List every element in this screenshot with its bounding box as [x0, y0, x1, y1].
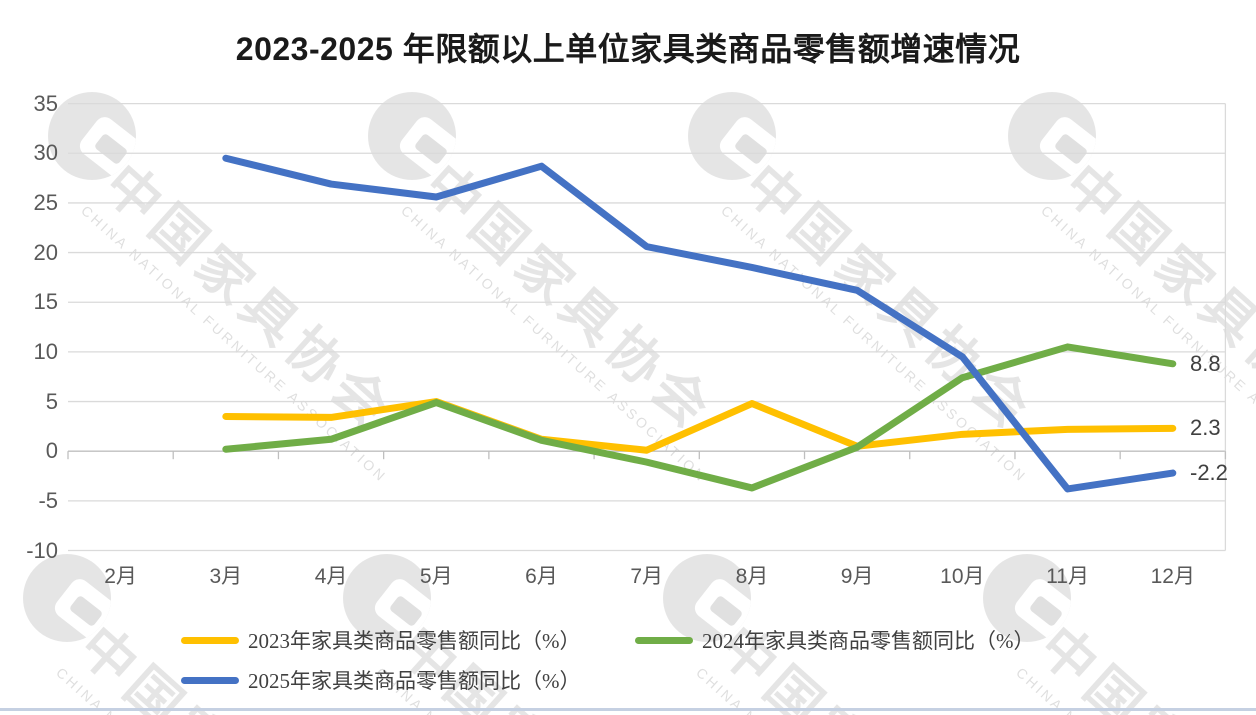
- y-axis-label: 15: [33, 289, 58, 315]
- x-axis-label: 4月: [314, 565, 348, 588]
- x-axis-label: 7月: [630, 565, 664, 588]
- y-axis-label: 30: [33, 140, 58, 166]
- data-label-2025-dec: -2.2: [1190, 460, 1228, 486]
- data-label-2024-dec: 8.8: [1190, 350, 1221, 376]
- legend-swatch-2023: [181, 636, 239, 644]
- legend-item-2025[interactable]: 2025年家具类商品零售额同比（%）: [181, 660, 635, 700]
- chart-legend: 2023年家具类商品零售额同比（%） 2024年家具类商品零售额同比（%） 20…: [181, 620, 1111, 700]
- bottom-border-strip: [0, 708, 1256, 711]
- y-axis-label: -10: [26, 537, 58, 563]
- x-axis-label: 5月: [419, 565, 453, 588]
- x-axis-label: 6月: [525, 565, 558, 588]
- y-axis-label: 0: [45, 438, 58, 464]
- legend-item-2023[interactable]: 2023年家具类商品零售额同比（%）: [181, 620, 635, 660]
- legend-label-2023: 2023年家具类商品零售额同比（%）: [248, 629, 581, 653]
- series-line-2024: [222, 343, 1177, 492]
- x-axis-label: 9月: [840, 565, 874, 588]
- series-line-2023: [222, 398, 1177, 454]
- legend-label-2025: 2025年家具类商品零售额同比（%）: [248, 669, 581, 693]
- y-axis-label: 25: [33, 189, 58, 215]
- legend-swatch-2025: [181, 676, 239, 684]
- x-axis-label: 11月: [1046, 565, 1089, 588]
- x-axis-label: 10月: [940, 565, 985, 588]
- y-axis-label: 35: [33, 90, 58, 116]
- y-axis-label: -5: [38, 487, 58, 513]
- series-line-2025: [222, 154, 1177, 493]
- legend-item-2024[interactable]: 2024年家具类商品零售额同比（%）: [635, 620, 1089, 660]
- chart-title: 2023-2025 年限额以上单位家具类商品零售额增速情况: [235, 31, 1021, 67]
- legend-swatch-2024: [635, 636, 693, 644]
- legend-label-2024: 2024年家具类商品零售额同比（%）: [702, 629, 1035, 653]
- x-axis-label: 12月: [1150, 565, 1195, 588]
- data-label-2023-dec: 2.3: [1190, 415, 1221, 441]
- y-axis-label: 10: [33, 338, 58, 364]
- y-axis-label: 5: [45, 388, 58, 414]
- y-axis-label: 20: [33, 239, 58, 265]
- x-axis-label: 3月: [209, 565, 243, 588]
- x-axis-label: 8月: [735, 565, 769, 588]
- x-axis-label: 2月: [104, 565, 137, 588]
